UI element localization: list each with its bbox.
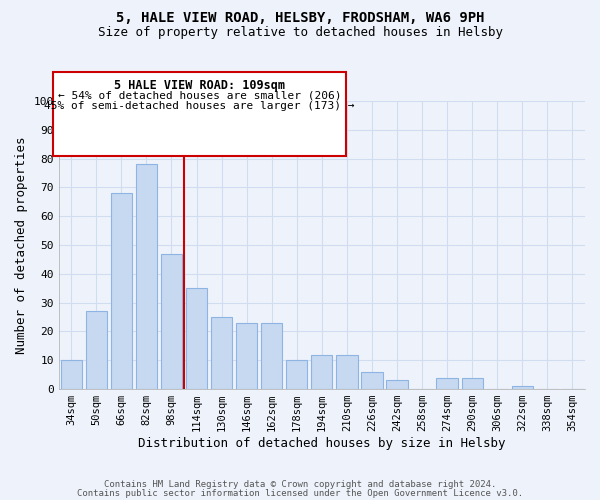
Text: 5, HALE VIEW ROAD, HELSBY, FRODSHAM, WA6 9PH: 5, HALE VIEW ROAD, HELSBY, FRODSHAM, WA6… [116,11,484,25]
Bar [311,354,332,389]
Text: ← 54% of detached houses are smaller (206): ← 54% of detached houses are smaller (20… [58,91,341,101]
Bar [86,312,107,389]
Bar [361,372,383,389]
Bar [512,386,533,389]
Text: Contains public sector information licensed under the Open Government Licence v3: Contains public sector information licen… [77,488,523,498]
Bar [110,193,132,389]
Bar [211,317,232,389]
Text: 5 HALE VIEW ROAD: 109sqm: 5 HALE VIEW ROAD: 109sqm [114,80,285,92]
Text: 45% of semi-detached houses are larger (173) →: 45% of semi-detached houses are larger (… [44,101,355,111]
Bar [461,378,483,389]
FancyBboxPatch shape [53,72,346,156]
Text: Contains HM Land Registry data © Crown copyright and database right 2024.: Contains HM Land Registry data © Crown c… [104,480,496,489]
Bar [136,164,157,389]
Bar [186,288,207,389]
Bar [386,380,407,389]
X-axis label: Distribution of detached houses by size in Helsby: Distribution of detached houses by size … [138,437,506,450]
Y-axis label: Number of detached properties: Number of detached properties [15,136,28,354]
Bar [236,323,257,389]
Bar [436,378,458,389]
Text: Size of property relative to detached houses in Helsby: Size of property relative to detached ho… [97,26,503,39]
Bar [336,354,358,389]
Bar [161,254,182,389]
Bar [261,323,283,389]
Bar [286,360,307,389]
Bar [61,360,82,389]
